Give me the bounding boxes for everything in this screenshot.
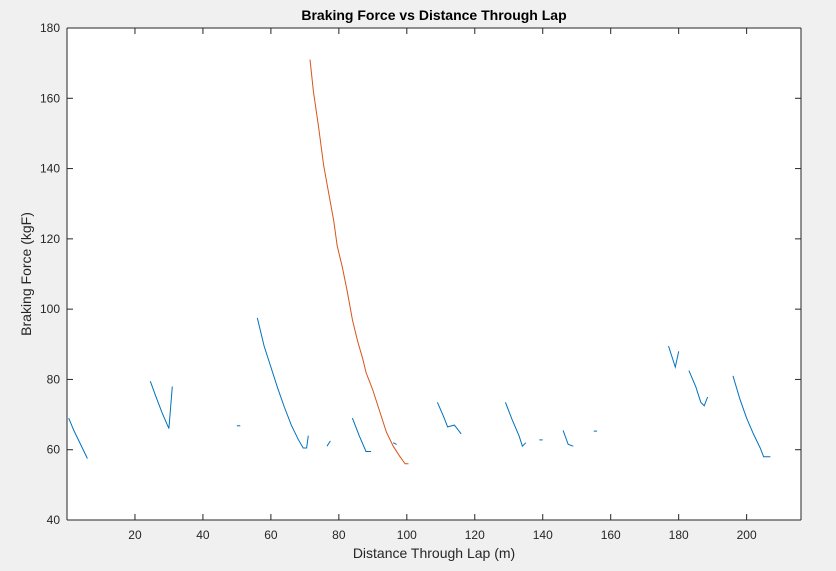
series-1-line-segment: [351, 417, 372, 452]
y-tick-label: 100: [40, 302, 60, 316]
y-tick-label: 80: [47, 372, 61, 386]
y-tick-label: 180: [40, 21, 60, 35]
y-tick-label: 120: [40, 232, 60, 246]
y-axis-label: Braking Force (kgF): [18, 212, 34, 336]
series-layer: [68, 59, 771, 465]
series-1-line-segment: [256, 317, 309, 449]
series-1-line-segment: [68, 417, 88, 459]
y-tick-label: 40: [47, 513, 61, 527]
x-tick-label: 140: [533, 528, 553, 542]
x-tick-label: 180: [669, 528, 689, 542]
series-1-line-segment: [668, 345, 680, 370]
x-tick-label: 40: [196, 528, 210, 542]
series-1-line-segment: [688, 370, 709, 407]
chart-title: Braking Force vs Distance Through Lap: [301, 7, 566, 23]
y-tick-label: 160: [40, 91, 60, 105]
x-tick-label: 20: [128, 528, 142, 542]
series-1-line-segment: [732, 375, 771, 458]
x-tick-label: 100: [397, 528, 417, 542]
series-1-line-segment: [392, 442, 397, 445]
axes-layer: 20 40 60 80 100 120 140 160 180 200 40 60 80 100 120 14…: [40, 21, 802, 542]
y-tick-label: 140: [40, 162, 60, 176]
series-1-line-segment: [149, 381, 173, 429]
x-tick-label: 200: [737, 528, 757, 542]
x-tick-label: 80: [332, 528, 346, 542]
series-1-line-segment: [504, 402, 527, 448]
series-1-line-segment: [562, 430, 574, 447]
series-1-line-segment: [326, 440, 331, 447]
x-axis-label: Distance Through Lap (m): [353, 545, 515, 561]
series-1-line-segment: [436, 402, 462, 435]
y-tick-label: 60: [47, 443, 61, 457]
plot-area: [67, 28, 801, 520]
x-tick-label: 60: [264, 528, 278, 542]
series-2-line-segment: [309, 59, 409, 465]
x-tick-label: 160: [601, 528, 621, 542]
x-tick-label: 120: [465, 528, 485, 542]
